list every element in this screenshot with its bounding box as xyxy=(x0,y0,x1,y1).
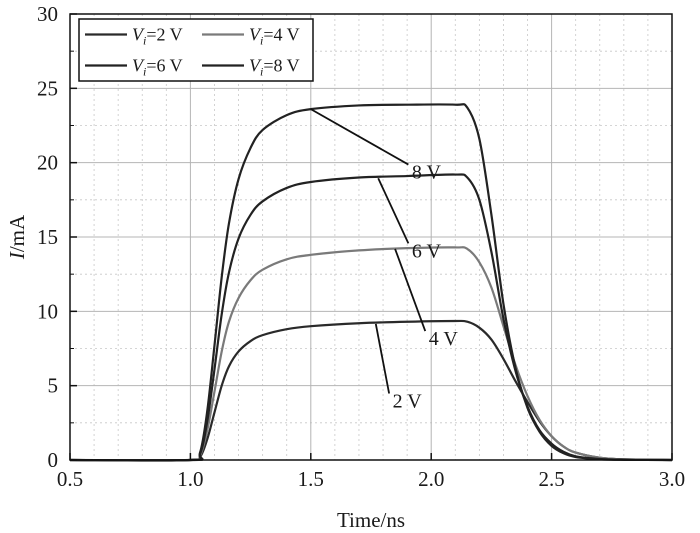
annotation-label: 8 V xyxy=(412,162,442,184)
x-tick-label: 3.0 xyxy=(659,467,685,491)
annotation-leader xyxy=(310,108,409,166)
x-tick-label: 0.5 xyxy=(57,467,83,491)
y-axis-label: I/mA xyxy=(5,214,29,260)
annotation-label: 4 V xyxy=(429,328,459,350)
y-tick-label: 30 xyxy=(37,2,58,26)
annotation-leader xyxy=(377,177,410,244)
legend-label: Vi=8 V xyxy=(249,56,300,79)
annotation-label: 2 V xyxy=(393,391,423,413)
y-tick-label: 20 xyxy=(37,151,58,175)
axis-ticks: 0.5 1.0 1.5 2.0 2.5 3.0 0 5 10 15 20 25 30 xyxy=(37,2,685,491)
svg-text:I/mA: I/mA xyxy=(5,214,29,260)
series-lines xyxy=(69,103,673,462)
x-tick-label: 2.5 xyxy=(538,467,564,491)
y-tick-label: 25 xyxy=(37,76,58,100)
series-line-4 xyxy=(69,103,673,462)
series-line-2 xyxy=(69,246,673,462)
x-tick-label: 1.5 xyxy=(298,467,324,491)
series-line-3 xyxy=(69,173,673,462)
y-tick-label: 0 xyxy=(48,448,59,472)
x-tick-label: 2.0 xyxy=(418,467,444,491)
legend-label: Vi=6 V xyxy=(132,56,183,79)
y-tick-label: 5 xyxy=(48,374,59,398)
annotation-leader xyxy=(374,323,391,394)
x-axis-label: Time/ns xyxy=(337,508,405,532)
series-annotations: 8 V 6 V 4 V 2 V xyxy=(310,108,459,413)
legend-label: Vi=4 V xyxy=(249,25,300,48)
legend-box xyxy=(78,18,314,82)
y-tick-label: 10 xyxy=(37,299,58,323)
annotation-leader xyxy=(394,248,427,332)
annotation-label: 6 V xyxy=(412,240,442,262)
series-line-1 xyxy=(69,319,673,462)
x-tick-label: 1.0 xyxy=(177,467,203,491)
legend-label: Vi=2 V xyxy=(132,25,183,48)
legend: Vi=2 V Vi=4 V Vi=6 V Vi=8 V xyxy=(78,18,314,82)
y-tick-label: 15 xyxy=(37,225,58,249)
